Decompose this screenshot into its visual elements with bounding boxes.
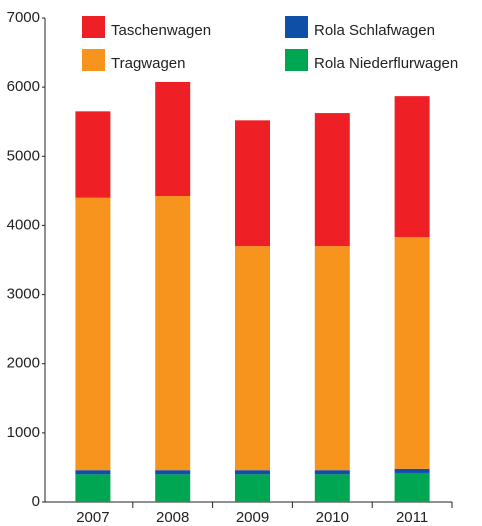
legend-label: Rola Schlafwagen: [314, 22, 435, 39]
legend-swatch: [82, 49, 105, 71]
x-tick-label: 2009: [236, 509, 269, 526]
bar-segment: [394, 468, 430, 473]
y-tick-label: 4000: [7, 216, 40, 233]
y-tick-label: 2000: [7, 355, 40, 372]
bar-segment: [75, 474, 111, 502]
bar-segment: [75, 111, 111, 198]
legend-swatch: [285, 49, 308, 71]
y-tick-label: 5000: [7, 147, 40, 164]
x-tick-label: 2007: [76, 509, 109, 526]
x-tick-label: 2010: [316, 509, 349, 526]
bar-segment: [75, 470, 111, 475]
bar-segment: [75, 197, 111, 471]
bar-segment: [155, 81, 191, 197]
y-tick-label: 6000: [7, 78, 40, 95]
bar-segment: [394, 96, 430, 238]
legend-label: Tragwagen: [111, 55, 186, 72]
legend-label: Rola Niederflurwagen: [314, 55, 458, 72]
bar-segment: [235, 474, 270, 502]
x-tick-label: 2008: [156, 509, 189, 526]
bar-segment: [155, 196, 191, 471]
bar-segment: [155, 470, 191, 475]
bar-segment: [314, 246, 350, 471]
bar-segment: [314, 113, 350, 247]
legend-swatch: [82, 16, 105, 38]
legend-swatch: [285, 16, 308, 38]
bar-segment: [394, 237, 430, 469]
bar-segment: [235, 470, 270, 475]
bar-segment: [155, 474, 191, 502]
y-tick-label: 3000: [7, 286, 40, 303]
bar-segment: [314, 470, 350, 475]
y-tick-label: 0: [32, 493, 40, 510]
x-tick-label: 2011: [396, 509, 428, 526]
y-tick-label: 7000: [7, 9, 40, 26]
bar-segment: [235, 120, 270, 247]
bar-segment: [235, 246, 270, 471]
legend-label: Taschenwagen: [111, 22, 211, 39]
y-tick-label: 1000: [7, 424, 40, 441]
bar-segment: [314, 474, 350, 502]
bar-segment: [394, 472, 430, 502]
